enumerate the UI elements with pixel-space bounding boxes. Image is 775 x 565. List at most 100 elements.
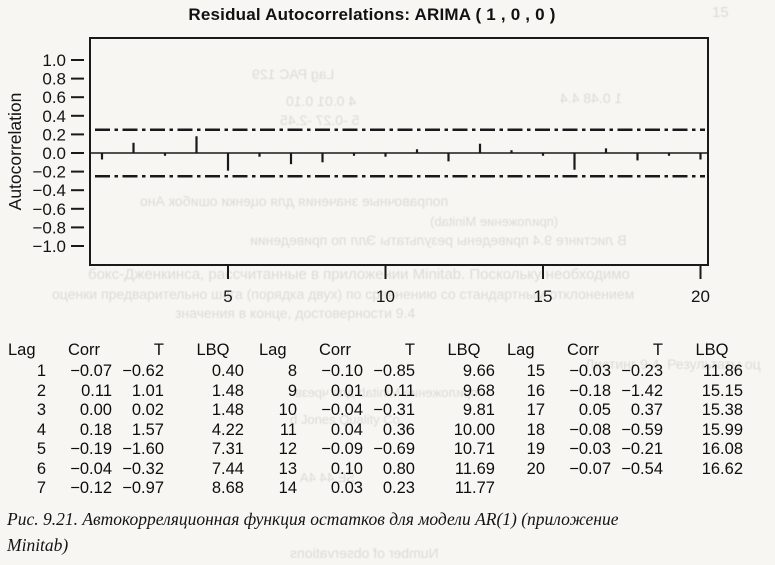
column-header: Lag <box>507 341 535 359</box>
column-header: Corr <box>566 341 600 359</box>
lag-cell: 12 <box>278 440 297 458</box>
lbq-cell: 11.69 <box>454 459 495 478</box>
lag-cell: 8 <box>287 362 297 380</box>
y-tick-label: −0.8 <box>32 218 66 237</box>
lag-cell: 9 <box>287 381 297 400</box>
t-cell: 0.02 <box>131 401 164 419</box>
acf-table: Lag Corr T LBQ 1 −0.07 −0.62 0.40 2 0.11 1.01 1.48 3… <box>0 340 775 506</box>
y-tick-label: −0.4 <box>32 181 66 200</box>
lbq-cell: 15.99 <box>701 420 743 439</box>
lag-cell: 18 <box>526 420 545 439</box>
lbq-cell: 11.86 <box>702 362 743 380</box>
y-tick-label: 0.8 <box>42 70 66 89</box>
bleed-through-text: оценки предварительно шага (порядка двух… <box>52 286 635 302</box>
t-cell: −0.69 <box>373 440 415 458</box>
lag-cell: 1 <box>36 362 46 380</box>
t-cell: −0.32 <box>122 459 164 478</box>
lbq-cell: 8.68 <box>211 479 244 497</box>
x-tick-label: 20 <box>691 287 710 306</box>
bleed-through-text: 1 0.48 4.4 <box>560 90 623 106</box>
plot-frame <box>89 37 709 266</box>
t-cell: −0.54 <box>621 459 663 478</box>
lag-cell: 14 <box>278 479 297 497</box>
lbq-cell: 9.66 <box>462 362 495 380</box>
lag-cell: 2 <box>36 381 46 400</box>
x-tick-label: 15 <box>534 287 553 306</box>
bleed-through-text: (приложение Minitab) <box>430 214 559 229</box>
corr-cell: 0.05 <box>578 401 611 419</box>
corr-cell: 0.01 <box>330 381 363 400</box>
lbq-cell: 0.40 <box>211 362 244 380</box>
corr-cell: −0.07 <box>569 459 611 478</box>
column-header: LBQ <box>695 341 729 359</box>
bleed-through-text: 4 0.01 0.10 <box>286 93 357 109</box>
bleed-through-text: 15 <box>712 4 729 21</box>
t-cell: −1.42 <box>621 381 663 400</box>
y-tick-label: −1.0 <box>32 237 66 256</box>
acf-table-group: Lag Corr T LBQ 8 −0.10 −0.85 9.66 9 0.01 0.11 9.68 1… <box>257 340 495 499</box>
t-cell: 0.23 <box>382 479 415 497</box>
bleed-through-text: Lag PAC 129 <box>252 66 335 82</box>
t-cell: −0.97 <box>122 479 164 497</box>
t-cell: −0.62 <box>122 362 164 380</box>
t-cell: 0.80 <box>382 459 415 478</box>
chart-title: Residual Autocorrelations: ARIMA ( 1 , 0… <box>188 5 556 24</box>
caption-line-2: Minitab) <box>7 535 69 555</box>
column-header: Corr <box>67 341 101 359</box>
lbq-cell: 15.38 <box>701 401 743 419</box>
bleed-through-text: d Jones Quality Co <box>290 412 400 427</box>
lag-cell: 19 <box>526 440 545 458</box>
bleed-through-text: SE 44 4A <box>300 470 355 485</box>
lbq-cell: 9.81 <box>462 401 495 419</box>
lbq-cell: 7.44 <box>211 459 244 478</box>
lag-cell: 15 <box>526 362 545 380</box>
t-cell: 0.37 <box>630 401 663 419</box>
lbq-cell: 4.22 <box>211 420 244 439</box>
corr-cell: −0.07 <box>70 362 112 380</box>
bleed-through-text: бокс-Дженкинса, рассчитанные в приложени… <box>88 266 630 283</box>
lbq-cell: 9.68 <box>462 381 495 400</box>
acf-table-group: Lag Corr T LBQ 15 −0.03 −0.23 11.86 16 −0.18 −1.42… <box>505 340 743 499</box>
corr-cell: 0.18 <box>79 420 112 439</box>
lbq-cell: 16.62 <box>701 459 743 478</box>
column-header: LBQ <box>447 341 481 359</box>
corr-cell: −0.04 <box>321 401 363 419</box>
lag-cell: 10 <box>278 401 297 419</box>
bleed-through-text: значения в конце, достоверности 9.4 <box>175 305 416 321</box>
corr-cell: −0.09 <box>321 440 363 458</box>
column-header: T <box>404 341 415 359</box>
bleed-through-text: 5 -0.27 -2.45 <box>280 112 360 128</box>
lag-cell: 17 <box>526 401 545 419</box>
bleed-through-text: Number of observations <box>290 545 439 561</box>
lag-cell: 13 <box>278 459 297 478</box>
y-tick-label: 0.2 <box>42 125 66 144</box>
bleed-through-text: поправочные значения для оценки ошибок А… <box>140 193 449 209</box>
lag-cell: 5 <box>36 440 46 458</box>
caption-line-1: Рис. 9.21. Автокорреляционная функция ос… <box>7 509 619 529</box>
t-cell: −1.60 <box>122 440 164 458</box>
corr-cell: −0.08 <box>569 420 611 439</box>
t-cell: −0.23 <box>621 362 663 380</box>
corr-cell: −0.03 <box>569 362 611 380</box>
t-cell: −0.31 <box>373 401 415 419</box>
lbq-cell: 10.00 <box>453 420 495 439</box>
corr-cell: −0.04 <box>70 459 112 478</box>
lbq-cell: 11.77 <box>454 479 495 497</box>
y-tick-label: 1.0 <box>42 51 66 70</box>
t-cell: −0.21 <box>621 440 663 458</box>
corr-cell: 0.11 <box>81 381 112 400</box>
corr-cell: −0.10 <box>321 362 363 380</box>
corr-cell: 0.10 <box>330 459 363 478</box>
lbq-cell: 10.71 <box>453 440 495 458</box>
column-header: Corr <box>318 341 352 359</box>
y-tick-label: −0.6 <box>32 200 66 219</box>
t-cell: −0.59 <box>621 420 663 439</box>
x-tick-label: 5 <box>223 287 232 306</box>
lbq-cell: 1.48 <box>211 381 244 400</box>
corr-cell: −0.12 <box>70 479 112 497</box>
corr-cell: −0.19 <box>70 440 112 458</box>
acf-table-group: Lag Corr T LBQ 1 −0.07 −0.62 0.40 2 0.11 1.01 1.48 3… <box>6 340 244 499</box>
acf-chart: 1.00.80.60.40.20.0−0.2−0.4−0.6−0.8−1.0 5 1… <box>5 37 710 306</box>
column-header: Lag <box>8 341 36 359</box>
t-cell: −0.85 <box>373 362 415 380</box>
